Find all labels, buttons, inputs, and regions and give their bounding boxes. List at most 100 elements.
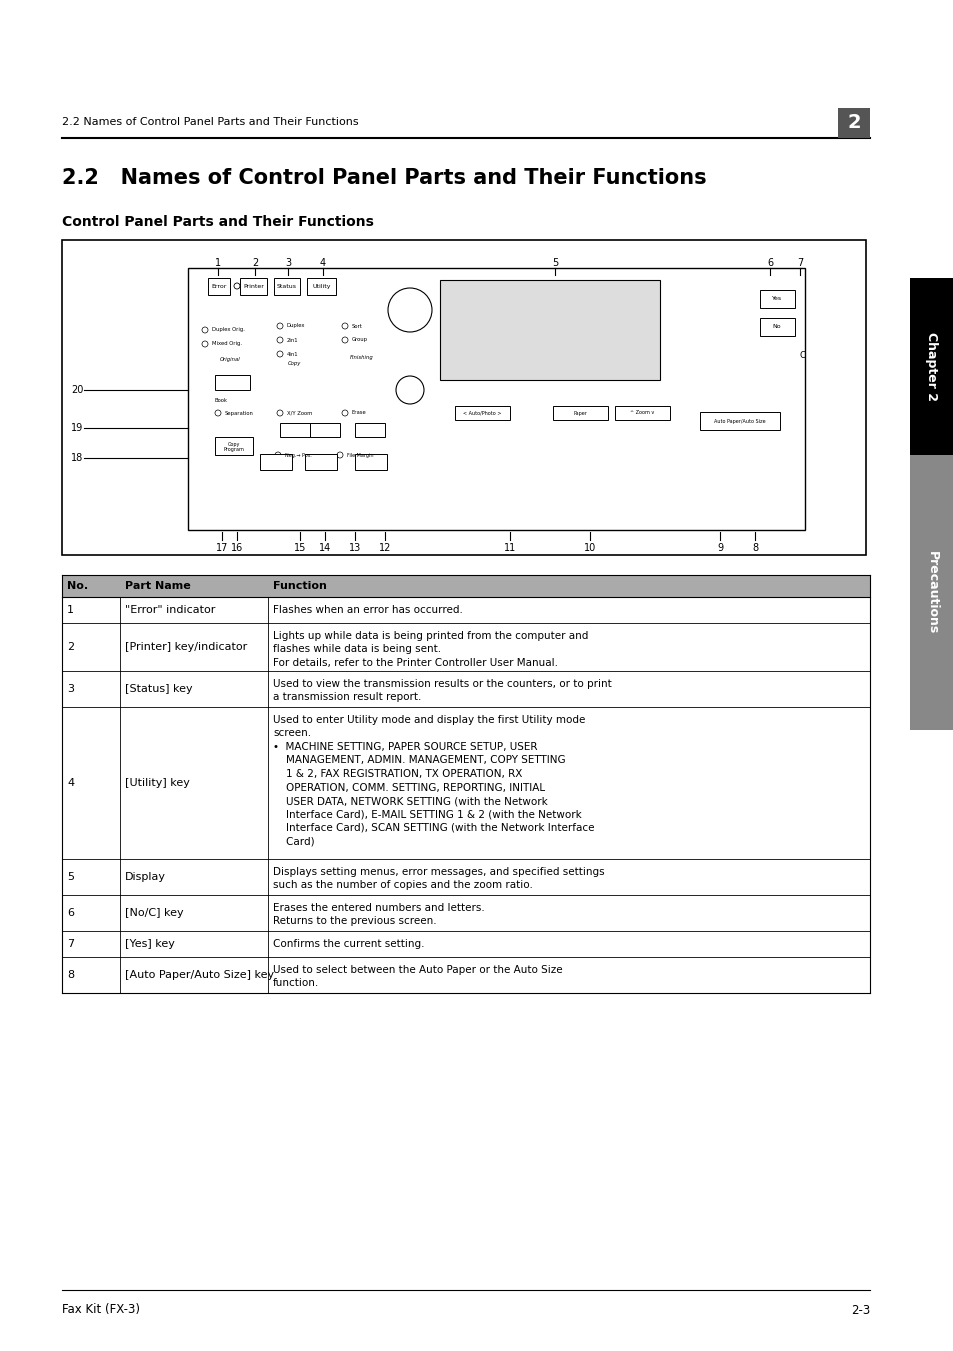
Circle shape [395,376,423,404]
Bar [615,407,669,420]
Text: ^ Zoom v: ^ Zoom v [629,411,654,416]
Bar [62,957,869,993]
Text: 11: 11 [503,543,516,553]
Bar [274,278,299,295]
Bar [837,108,869,138]
Text: function.: function. [273,978,319,989]
Text: Utility: Utility [312,284,331,289]
Text: [Printer] key/indicator: [Printer] key/indicator [125,642,247,653]
Text: Displays setting menus, error messages, and specified settings: Displays setting menus, error messages, … [273,867,604,877]
Text: 14: 14 [318,543,331,553]
Text: 2: 2 [846,113,860,132]
Text: 16: 16 [231,543,243,553]
Bar [62,859,869,894]
Bar [260,454,292,470]
Text: Copy: Copy [288,361,301,366]
Text: 4: 4 [67,778,74,788]
Text: [No/C] key: [No/C] key [125,908,183,917]
Text: Part Name: Part Name [125,581,191,590]
Text: [Auto Paper/Auto Size] key: [Auto Paper/Auto Size] key [125,970,274,979]
Text: Group: Group [352,338,368,343]
Bar [62,707,869,859]
Text: Flashes when an error has occurred.: Flashes when an error has occurred. [273,605,462,615]
Text: Chapter 2: Chapter 2 [924,332,938,401]
Text: 1 & 2, FAX REGISTRATION, TX OPERATION, RX: 1 & 2, FAX REGISTRATION, TX OPERATION, R… [273,769,522,780]
Text: Erases the entered numbers and letters.: Erases the entered numbers and letters. [273,902,484,913]
Text: Returns to the previous screen.: Returns to the previous screen. [273,916,436,927]
Text: 12: 12 [378,543,391,553]
Text: Erase: Erase [352,411,366,416]
Text: No.: No. [67,581,88,590]
Bar [62,576,869,597]
Bar [188,267,804,530]
Text: Yes: Yes [771,296,781,301]
Bar [355,423,385,436]
Text: Mixed Orig.: Mixed Orig. [212,342,242,346]
Text: 8: 8 [751,543,758,553]
Text: 7: 7 [67,939,74,948]
Text: MANAGEMENT, ADMIN. MANAGEMENT, COPY SETTING: MANAGEMENT, ADMIN. MANAGEMENT, COPY SETT… [273,755,565,766]
Text: Error: Error [212,284,227,289]
Text: [Status] key: [Status] key [125,684,193,694]
Text: 13: 13 [349,543,361,553]
Text: 2in1: 2in1 [287,338,298,343]
Text: 4in1: 4in1 [287,351,298,357]
Text: [Utility] key: [Utility] key [125,778,190,788]
Bar [760,317,794,336]
Text: 6: 6 [67,908,74,917]
Bar [62,597,869,623]
Text: Precautions: Precautions [924,551,938,634]
Bar [909,278,953,455]
Text: Used to enter Utility mode and display the first Utility mode: Used to enter Utility mode and display t… [273,715,585,725]
Text: 17: 17 [215,543,228,553]
Text: 2.2   Names of Control Panel Parts and Their Functions: 2.2 Names of Control Panel Parts and The… [62,168,706,188]
Text: For details, refer to the Printer Controller User Manual.: For details, refer to the Printer Contro… [273,658,558,667]
Bar [240,278,267,295]
Text: Used to view the transmission results or the counters, or to print: Used to view the transmission results or… [273,680,611,689]
Bar [439,280,659,380]
Text: 5: 5 [67,871,74,882]
Text: [Yes] key: [Yes] key [125,939,174,948]
Bar [553,407,607,420]
Text: screen.: screen. [273,728,311,739]
Text: 18: 18 [71,453,83,463]
Text: Neg.→ Pos.: Neg.→ Pos. [285,453,312,458]
Bar [214,436,253,455]
Bar [909,455,953,730]
Bar [208,278,230,295]
Text: Auto Paper/Auto Size: Auto Paper/Auto Size [714,419,765,423]
Text: Paper: Paper [573,411,586,416]
Bar [700,412,780,430]
Text: USER DATA, NETWORK SETTING (with the Network: USER DATA, NETWORK SETTING (with the Net… [273,796,547,807]
Bar [455,407,510,420]
Text: 4: 4 [319,258,326,267]
Text: Used to select between the Auto Paper or the Auto Size: Used to select between the Auto Paper or… [273,965,562,975]
Text: 15: 15 [294,543,306,553]
Text: Status: Status [276,284,296,289]
Text: File Margin: File Margin [347,453,374,458]
Text: C: C [799,350,804,359]
Text: Lights up while data is being printed from the computer and: Lights up while data is being printed fr… [273,631,588,640]
Bar [62,240,865,555]
Bar [214,376,250,390]
Text: Book: Book [214,397,228,403]
Text: 10: 10 [583,543,596,553]
Bar [355,454,387,470]
Text: Control Panel Parts and Their Functions: Control Panel Parts and Their Functions [62,215,374,230]
Circle shape [388,288,432,332]
Text: 19: 19 [71,423,83,434]
Text: Function: Function [273,581,327,590]
Text: such as the number of copies and the zoom ratio.: such as the number of copies and the zoo… [273,881,533,890]
Bar [62,671,869,707]
Text: "Error" indicator: "Error" indicator [125,605,215,615]
Text: X/Y Zoom: X/Y Zoom [287,411,312,416]
Text: 3: 3 [285,258,291,267]
Text: flashes while data is being sent.: flashes while data is being sent. [273,644,440,654]
Text: Original: Original [220,358,240,362]
Text: 2-3: 2-3 [850,1304,869,1316]
Text: 20: 20 [71,385,83,394]
Text: Copy
Program: Copy Program [223,442,244,453]
Text: •  MACHINE SETTING, PAPER SOURCE SETUP, USER: • MACHINE SETTING, PAPER SOURCE SETUP, U… [273,742,537,753]
Text: 2.2 Names of Control Panel Parts and Their Functions: 2.2 Names of Control Panel Parts and The… [62,118,358,127]
Text: 7: 7 [796,258,802,267]
